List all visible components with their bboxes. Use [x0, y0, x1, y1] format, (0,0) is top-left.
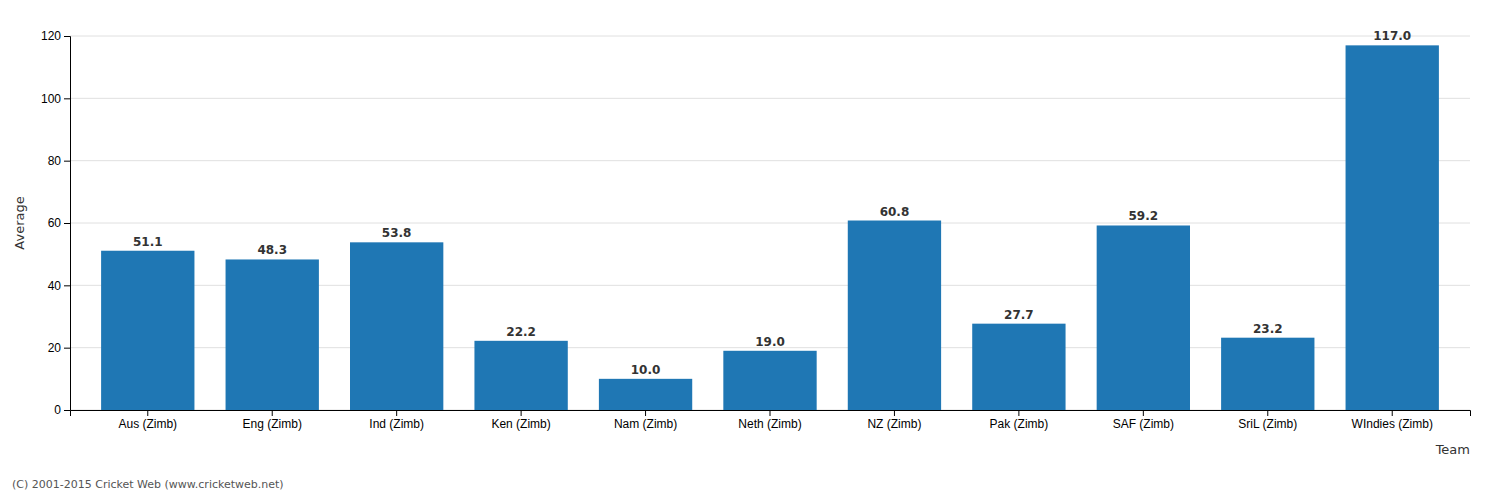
grid-line — [70, 98, 1470, 99]
y-tick: 80 — [48, 154, 70, 168]
y-axis: 0 20 40 60 80 100 120 — [41, 29, 71, 417]
bar — [101, 251, 194, 410]
y-tick-label: 40 — [48, 279, 62, 293]
y-tick: 120 — [41, 29, 70, 43]
x-tick-label: Neth (Zimb) — [738, 417, 801, 431]
x-tick-mark — [1018, 410, 1019, 416]
data-label: 10.0 — [631, 363, 661, 377]
data-label: 59.2 — [1129, 209, 1159, 223]
y-tick-mark — [64, 348, 70, 349]
x-tick: NZ (Zimb) — [867, 410, 921, 431]
y-axis-title: Average — [12, 196, 27, 249]
data-label: 117.0 — [1373, 29, 1411, 43]
y-tick-mark — [64, 161, 70, 162]
x-tick-mark — [272, 410, 273, 416]
data-label: 23.2 — [1253, 322, 1283, 336]
x-tick-label: Nam (Zimb) — [614, 417, 677, 431]
x-tick-label: Aus (Zimb) — [118, 417, 177, 431]
y-tick: 20 — [48, 341, 70, 355]
bar — [474, 341, 567, 410]
x-tick: Eng (Zimb) — [243, 410, 302, 431]
footer: (C) 2001-2015 Cricket Web (www.cricketwe… — [12, 478, 284, 491]
bar — [972, 324, 1065, 410]
x-tick-label: SriL (Zimb) — [1238, 417, 1297, 431]
x-axis: Aus (Zimb) Eng (Zimb) Ind (Zimb) Ken (Zimb)… — [71, 410, 1471, 431]
y-tick: 100 — [41, 92, 70, 106]
x-tick-mark — [645, 410, 646, 416]
x-tick-mark — [521, 410, 522, 416]
bar — [350, 242, 443, 410]
bar — [1097, 225, 1190, 410]
x-tick-mark — [147, 410, 148, 416]
x-tick-mark — [894, 410, 895, 416]
bar — [723, 351, 816, 410]
x-tick: Nam (Zimb) — [614, 410, 677, 431]
y-tick-mark — [64, 410, 70, 411]
bar — [848, 221, 941, 410]
bars — [101, 45, 1439, 410]
x-tick-label: Ken (Zimb) — [491, 417, 550, 431]
data-label: 22.2 — [506, 325, 536, 339]
y-tick: 60 — [48, 216, 70, 230]
y-axis-line — [64, 37, 71, 411]
bar — [226, 259, 319, 410]
x-tick-mark — [396, 410, 397, 416]
chart: 0 20 40 60 80 100 120 Aus (Zimb) Eng (Zimb) Ind (… — [0, 0, 1500, 500]
data-label: 60.8 — [880, 205, 910, 219]
data-label: 27.7 — [1004, 308, 1034, 322]
y-tick-label: 20 — [48, 341, 62, 355]
x-tick: SAF (Zimb) — [1113, 410, 1174, 431]
y-tick: 0 — [54, 403, 70, 417]
x-tick-mark — [770, 410, 771, 416]
y-tick: 40 — [48, 279, 70, 293]
x-tick-label: Ind (Zimb) — [369, 417, 424, 431]
y-tick-label: 0 — [54, 403, 61, 417]
data-label: 51.1 — [133, 235, 163, 249]
bar — [1221, 338, 1314, 410]
x-tick-mark — [1392, 410, 1393, 416]
x-tick: Neth (Zimb) — [738, 410, 801, 431]
y-tick-label: 60 — [48, 216, 62, 230]
bar — [599, 379, 692, 410]
x-tick-mark — [1143, 410, 1144, 416]
x-tick: Ken (Zimb) — [491, 410, 550, 431]
x-tick: Ind (Zimb) — [369, 410, 424, 431]
data-label: 48.3 — [257, 243, 287, 257]
y-tick-label: 100 — [41, 92, 61, 106]
x-tick: SriL (Zimb) — [1238, 410, 1297, 431]
y-tick-mark — [64, 98, 70, 99]
data-label: 19.0 — [755, 335, 785, 349]
y-tick-mark — [64, 223, 70, 224]
grid-line — [70, 36, 1470, 37]
grid-line — [70, 160, 1470, 161]
x-tick-label: Pak (Zimb) — [990, 417, 1049, 431]
x-tick-label: Eng (Zimb) — [243, 417, 302, 431]
grid-line — [70, 223, 1470, 224]
y-tick-mark — [64, 285, 70, 286]
data-labels: 51.1 48.3 53.8 22.2 10.0 19.0 60.8 27.7 59.2 23.2… — [133, 29, 1411, 376]
data-label: 53.8 — [382, 226, 412, 240]
plot: 0 20 40 60 80 100 120 Aus (Zimb) Eng (Zimb) Ind (… — [12, 29, 1471, 457]
x-tick: Aus (Zimb) — [118, 410, 177, 431]
y-tick-label: 80 — [48, 154, 62, 168]
bar — [1346, 45, 1439, 410]
y-tick-label: 120 — [41, 29, 61, 43]
x-axis-title: Team — [1435, 442, 1470, 457]
x-tick: Pak (Zimb) — [990, 410, 1049, 431]
x-tick-label: SAF (Zimb) — [1113, 417, 1174, 431]
y-tick-mark — [64, 36, 70, 37]
grid — [70, 36, 1470, 410]
x-tick: WIndies (Zimb) — [1352, 410, 1433, 431]
x-axis-line — [71, 411, 1471, 417]
x-tick-label: WIndies (Zimb) — [1352, 417, 1433, 431]
x-tick-mark — [1267, 410, 1268, 416]
x-tick-label: NZ (Zimb) — [867, 417, 921, 431]
